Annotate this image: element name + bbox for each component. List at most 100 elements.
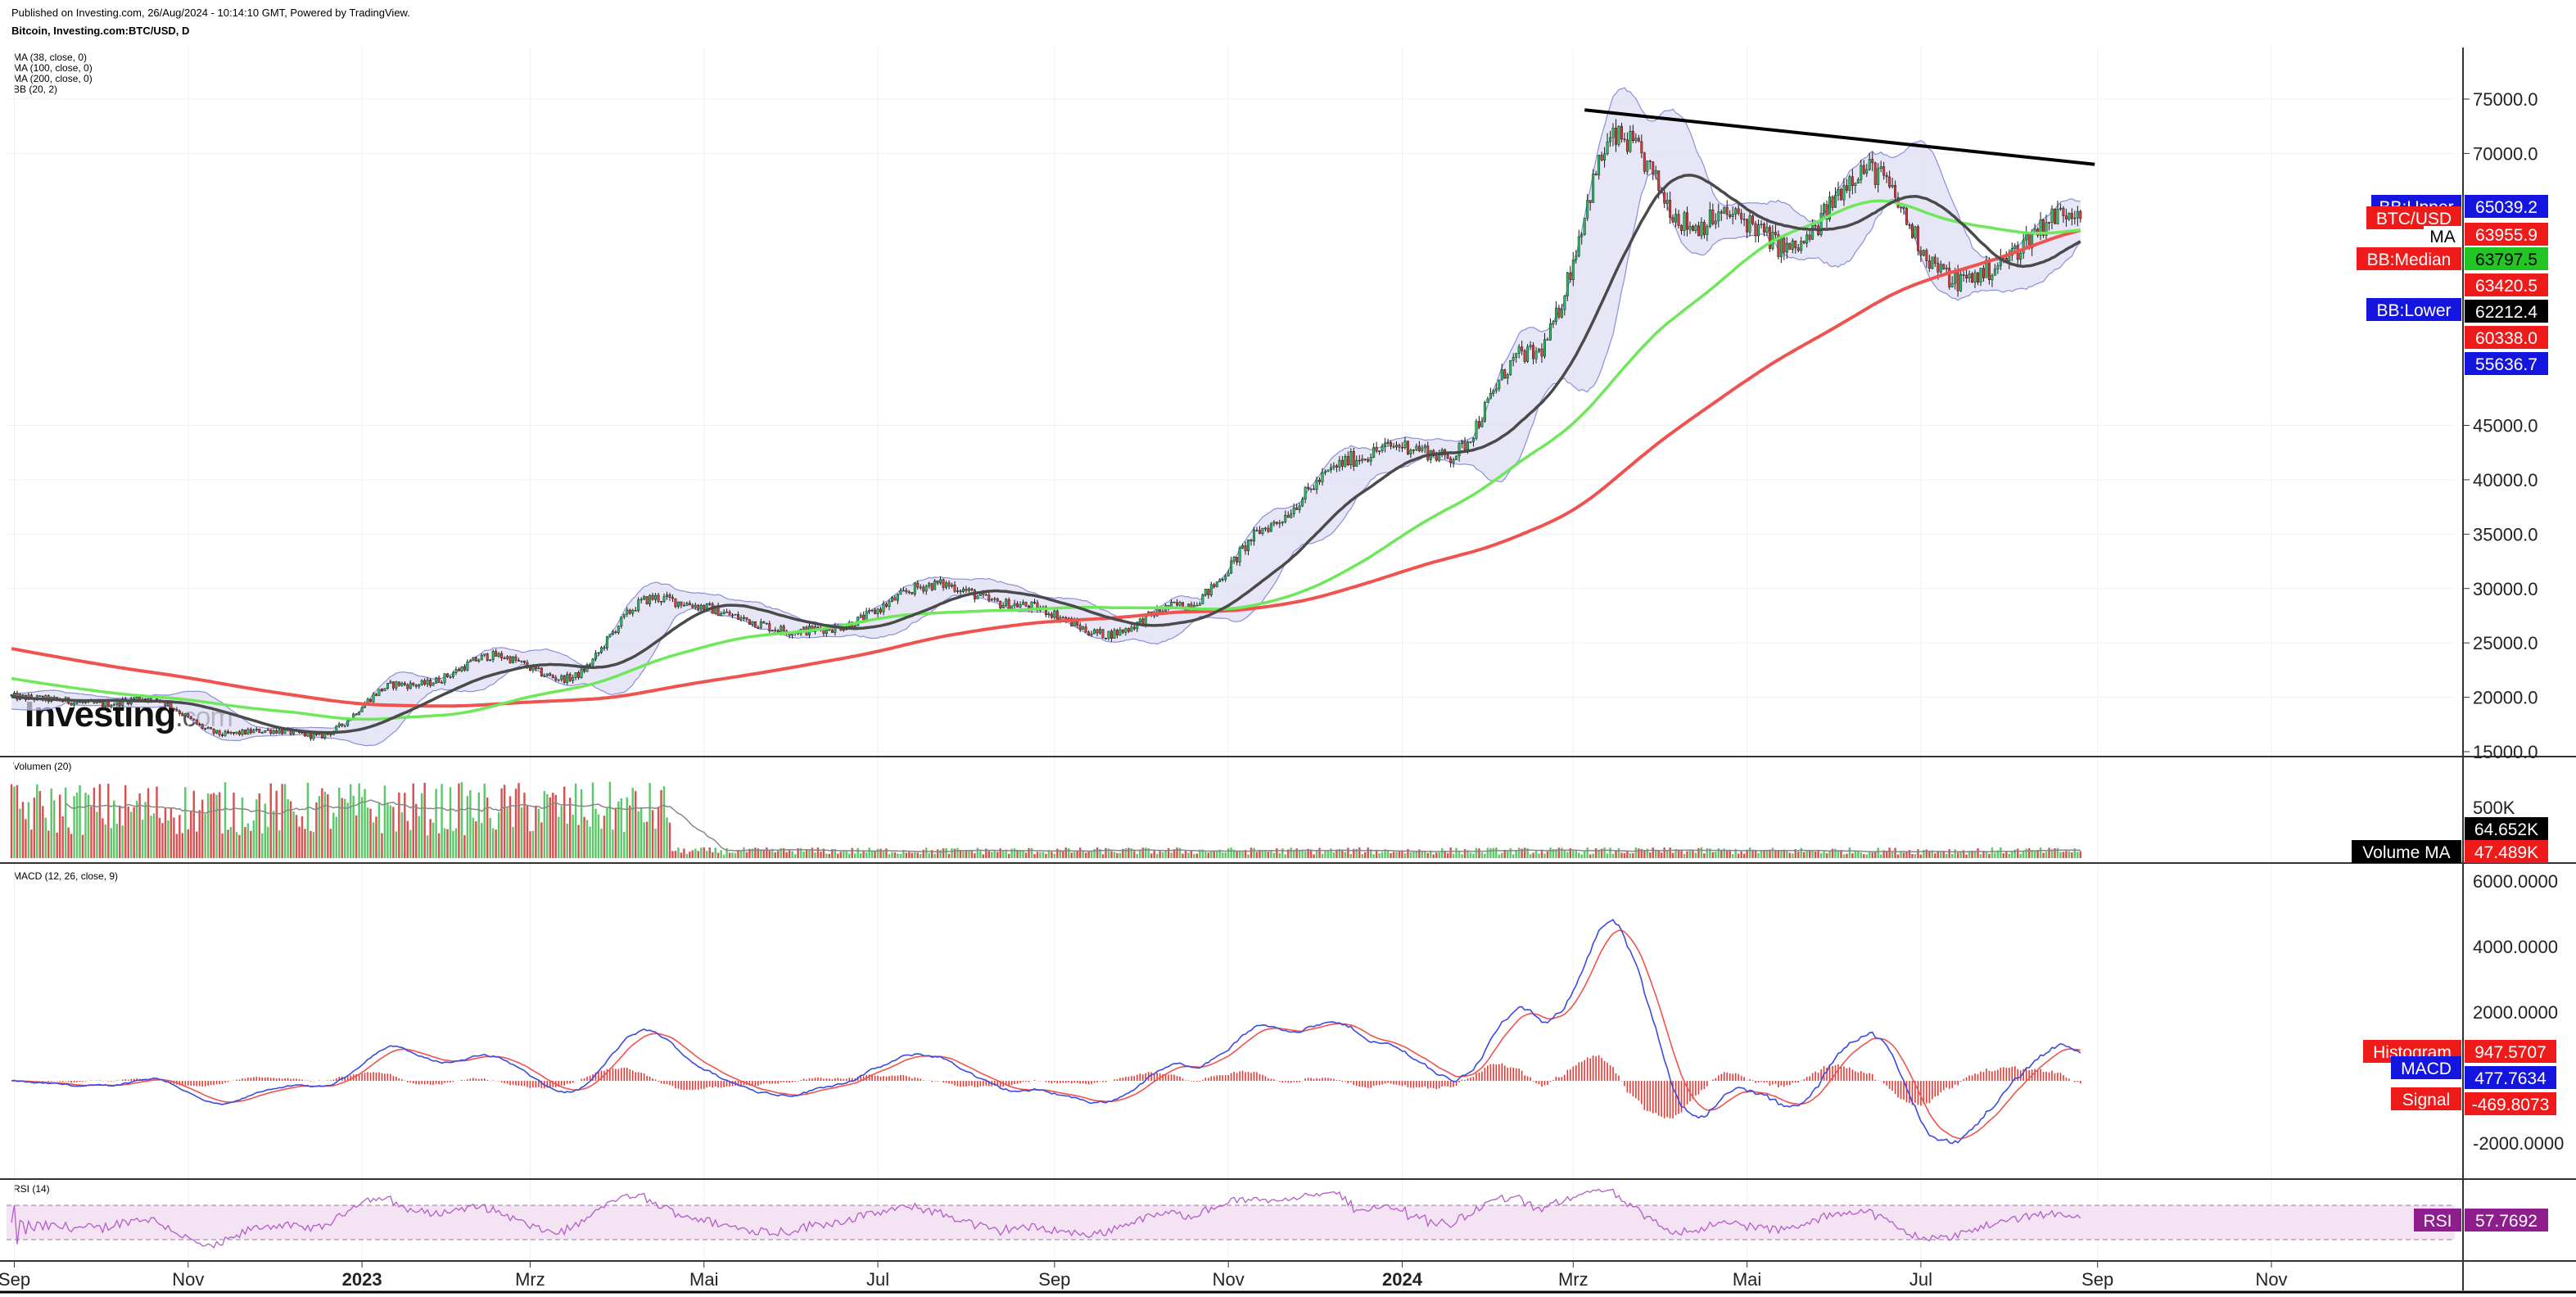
indicator-label-ma38: MA (38, close, 0) — [13, 52, 88, 63]
candle-body — [947, 582, 951, 587]
volume-bar — [1076, 851, 1078, 858]
volume-bar — [1896, 854, 1900, 858]
candle-body — [1586, 200, 1589, 219]
btcusd-name-bg — [2366, 206, 2461, 229]
candle-body — [890, 597, 893, 602]
volume-bar — [1942, 851, 1945, 858]
volume-bar — [979, 849, 982, 858]
candle-body — [175, 709, 179, 712]
volume-bar — [540, 822, 543, 858]
candle-body — [924, 585, 928, 592]
volume-bar — [1857, 851, 1860, 858]
volume-bar — [2033, 851, 2036, 858]
candle-body — [437, 677, 441, 683]
volume-bar — [785, 852, 788, 858]
volume-bar — [997, 852, 999, 858]
volume-bar — [1276, 847, 1278, 858]
volume-bar — [1555, 849, 1557, 858]
candle-body — [1900, 206, 1903, 209]
candle-body — [1794, 240, 1797, 248]
candle-body — [631, 610, 635, 614]
volume-bar — [1207, 852, 1210, 858]
candle-body — [1255, 530, 1259, 531]
volume-bar — [398, 792, 400, 858]
volume-bar — [281, 784, 283, 858]
volume-bar — [1024, 852, 1028, 858]
time-axis-label: Nov — [172, 1269, 204, 1290]
volume-bar — [1110, 851, 1113, 858]
volume-bar — [381, 833, 383, 858]
volume-bar — [1788, 852, 1792, 858]
candle-body — [1321, 472, 1324, 482]
volume-bar — [1227, 847, 1230, 858]
candle-body — [306, 732, 310, 737]
candle-body — [224, 730, 227, 736]
volume-bar — [734, 852, 737, 858]
candle-body — [1173, 601, 1176, 603]
candle-body — [2013, 245, 2017, 249]
candle-body — [1392, 445, 1395, 448]
volume-bar — [974, 853, 976, 858]
volume-bar — [138, 793, 141, 858]
candle-body — [1101, 629, 1105, 639]
volume-bar — [395, 831, 398, 858]
candle-body — [605, 636, 608, 648]
volume-bar — [1426, 852, 1430, 858]
candle-body — [2076, 210, 2079, 219]
volume-bar — [264, 803, 266, 858]
candle-body — [121, 698, 124, 707]
candle-body — [506, 656, 509, 659]
volume-bar — [184, 787, 187, 858]
candle-body — [1746, 219, 1749, 233]
volume-last-value-bg — [2465, 817, 2548, 840]
macd-signal-line — [11, 929, 2081, 1140]
volume-bar — [1557, 847, 1561, 858]
volume-bar — [1988, 853, 1991, 858]
volume-bar — [1195, 853, 1199, 858]
volume-bar — [1683, 853, 1686, 858]
candle-body — [1580, 234, 1584, 237]
candle-body — [480, 654, 483, 661]
candle-body — [406, 685, 409, 689]
volume-bar — [1116, 852, 1119, 858]
time-axis-label: Mai — [689, 1269, 718, 1290]
volume-bar — [1001, 851, 1005, 858]
volume-bar — [1324, 851, 1326, 858]
volume-bar — [73, 796, 75, 858]
volume-bar — [244, 827, 246, 858]
volume-bar — [81, 834, 84, 858]
volume-bar — [1523, 847, 1526, 858]
volume-bar — [662, 786, 666, 858]
candle-body — [1324, 471, 1326, 473]
volume-bar — [1657, 850, 1660, 858]
volume-bar — [1871, 852, 1873, 858]
candle-body — [611, 631, 614, 635]
candle-body — [782, 626, 785, 632]
volume-bar — [10, 784, 13, 858]
candle-body — [1560, 309, 1563, 318]
volume-bar — [346, 802, 349, 858]
candle-body — [1209, 584, 1213, 595]
candle-body — [1338, 459, 1341, 468]
price-axis-label: 35000.0 — [2473, 524, 2538, 545]
volume-bar — [1962, 850, 1965, 858]
candle-body — [608, 634, 612, 637]
volume-bar — [991, 852, 993, 858]
volume-bar — [1213, 851, 1215, 858]
volume-bar — [1688, 851, 1692, 858]
candle-body — [1409, 450, 1412, 454]
volume-bar — [700, 847, 703, 858]
candle-body — [1093, 629, 1096, 635]
volume-bar — [255, 799, 258, 858]
candle-body — [1603, 153, 1607, 160]
macd-name: MACD — [2401, 1060, 2452, 1078]
volume-bar — [221, 834, 224, 858]
volume-bar — [1301, 849, 1304, 858]
volume-bar — [27, 802, 30, 858]
candle-body — [1971, 273, 1974, 282]
volume-bar — [962, 851, 965, 858]
volume-bar — [1193, 853, 1195, 858]
candle-body — [1019, 604, 1022, 608]
volume-bar — [1341, 849, 1344, 858]
volume-bar — [1403, 853, 1407, 858]
